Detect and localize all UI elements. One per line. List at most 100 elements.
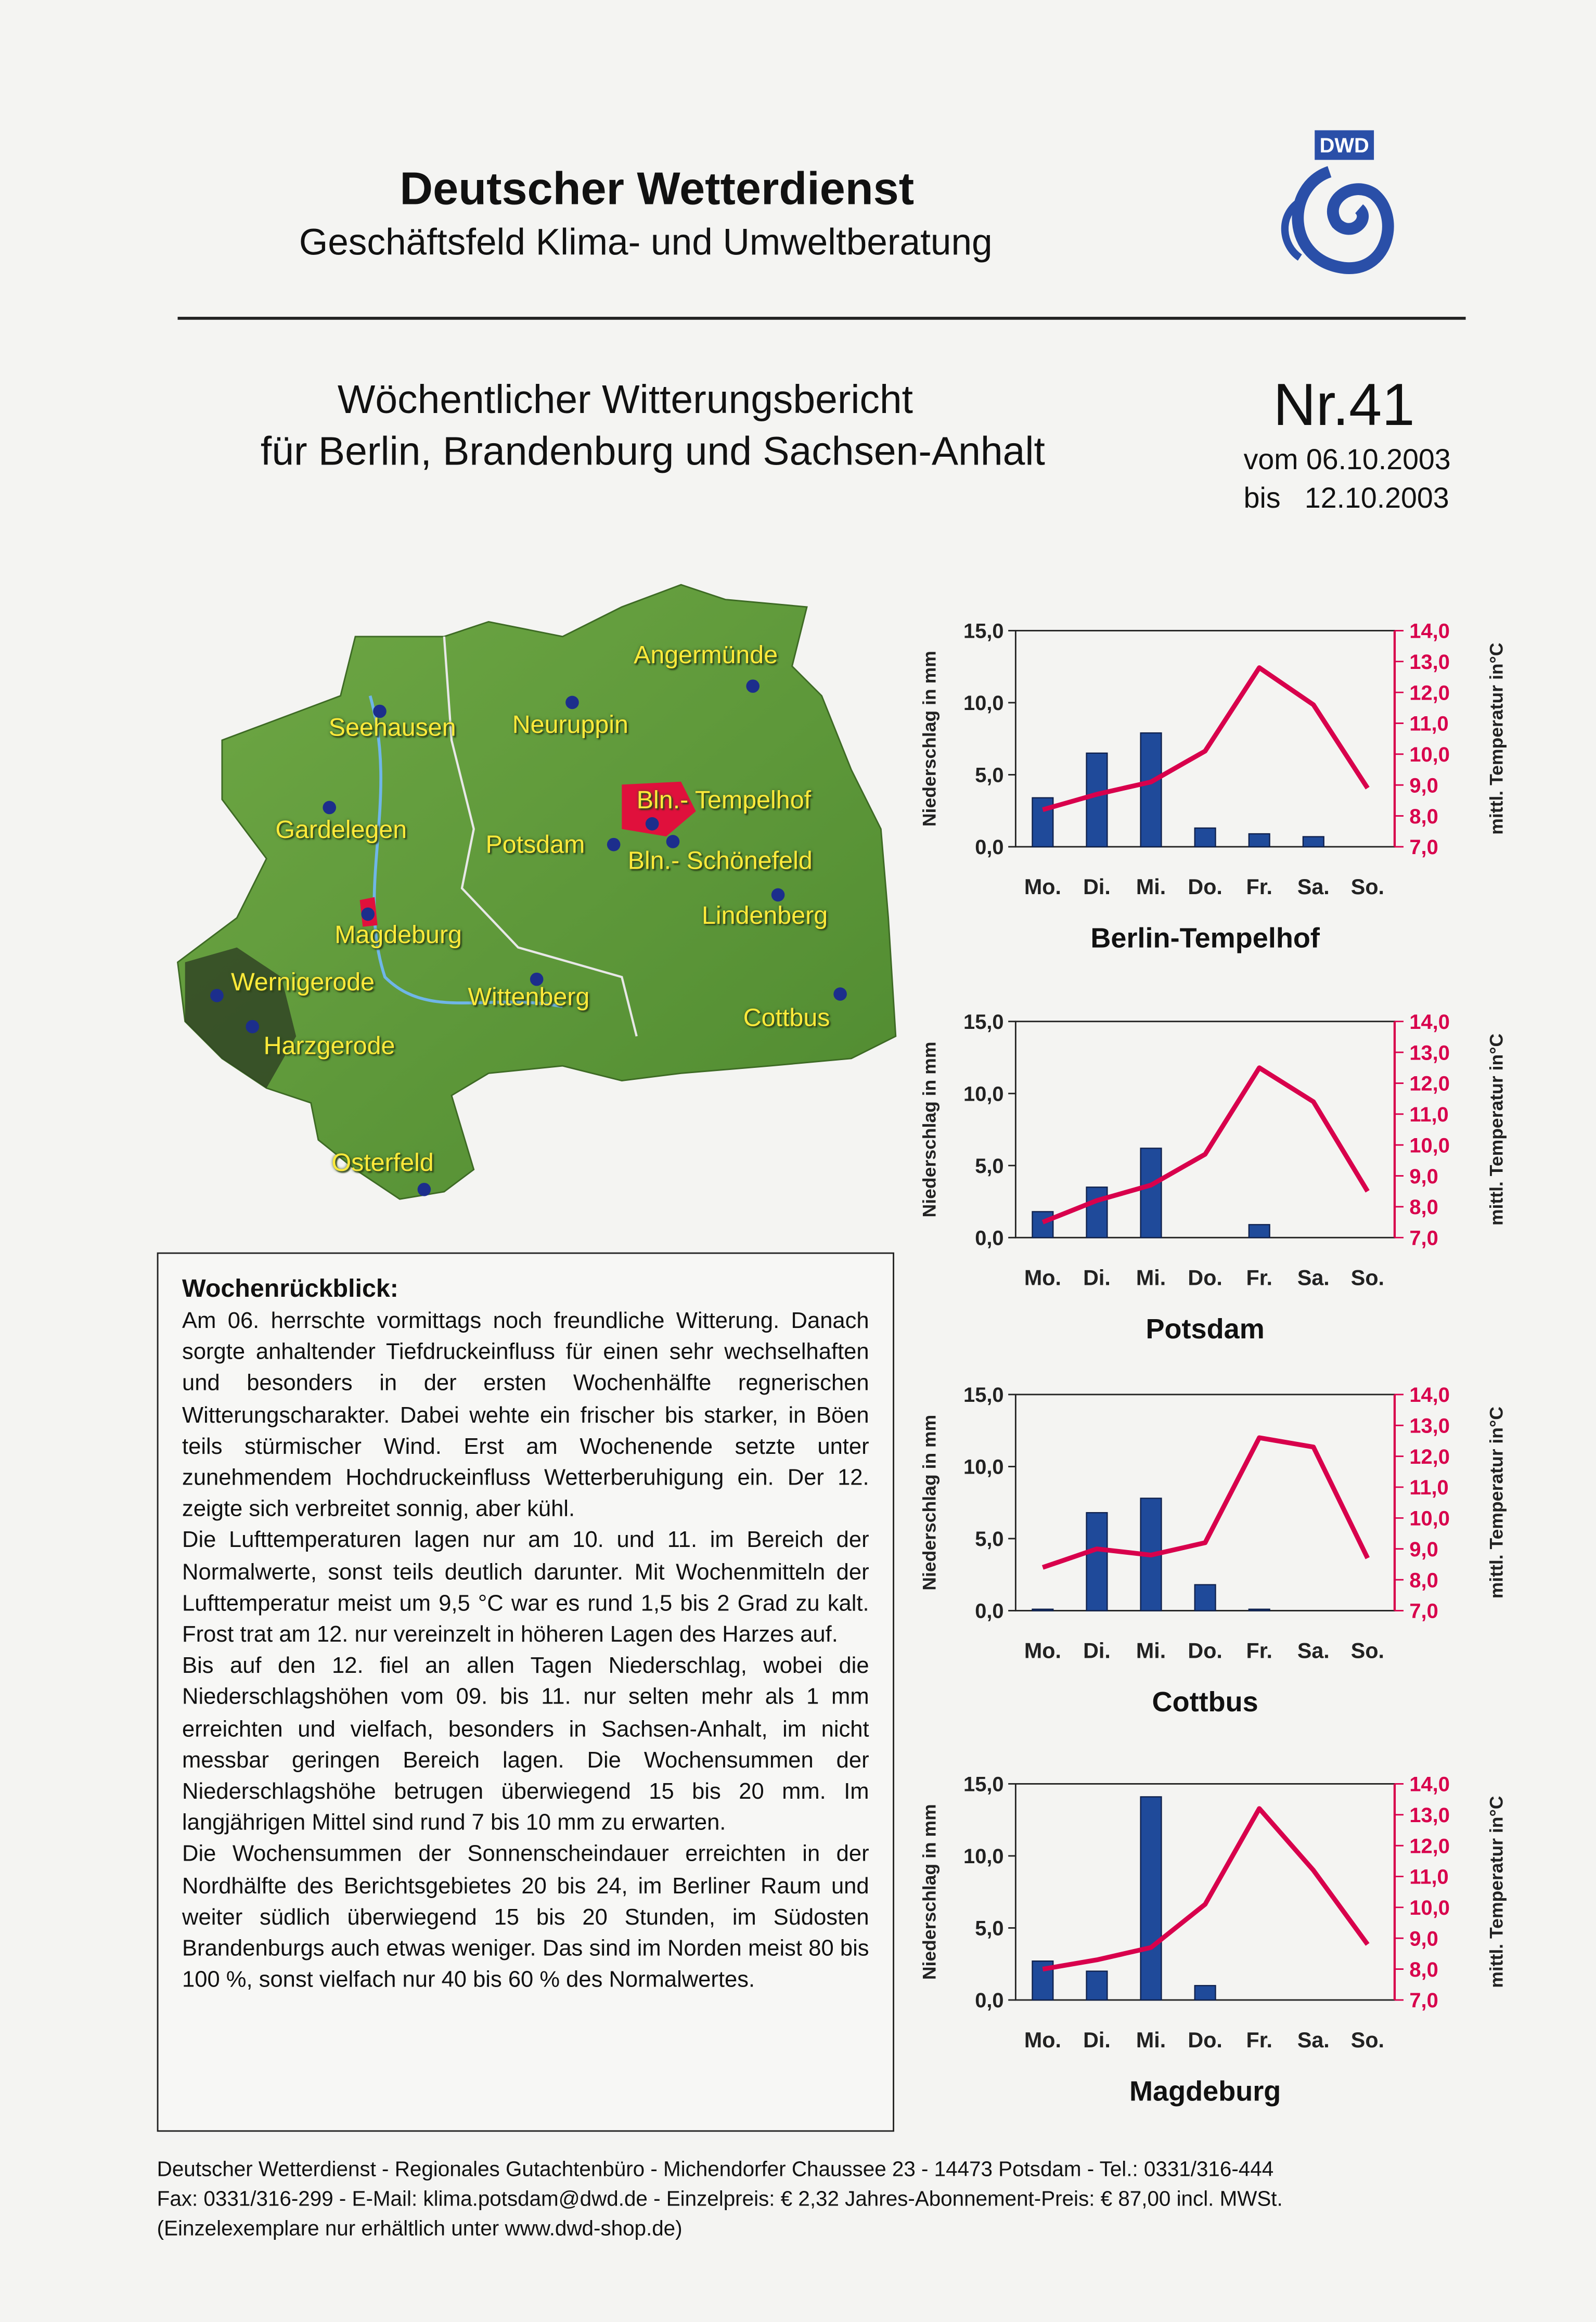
y2-tick-label: 13,0 [1409,1041,1450,1064]
header-subtitle: Geschäftsfeld Klima- und Umweltberatung [299,222,993,264]
y2-tick-label: 9,0 [1409,774,1438,797]
place-label: Wittenberg [468,983,590,1011]
chart-title: Cottbus [1152,1686,1258,1718]
y-tick-label: 0,0 [975,1989,1003,2012]
y2-tick-label: 10,0 [1409,1134,1450,1157]
chart-title: Potsdam [1145,1313,1264,1345]
place-label: Wernigerode [230,968,375,997]
y-axis-label: Niederschlag in mm [919,1415,940,1591]
temperature-line [1041,1435,1370,1570]
y2-tick-label: 7,0 [1409,1989,1438,2012]
plot-area [1014,1394,1396,1611]
map-area [177,584,897,1200]
review-paragraph: Am 06. herrschte vormittags noch freundl… [182,1308,869,1523]
x-tick-label: Di. [1083,1639,1111,1663]
y-tick-label: 5,0 [975,1917,1003,1940]
y2-tick-label: 12,0 [1409,681,1450,704]
precipitation-bar [1140,1147,1162,1239]
review-paragraph: Bis auf den 12. fiel an allen Tagen Nied… [182,1654,869,1836]
logo-swirl [1292,166,1394,274]
place-label: Gardelegen [275,816,407,844]
review-title: Wochenrückblick: [182,1274,398,1303]
x-tick-label: Sa. [1297,1639,1330,1663]
x-tick-label: Di. [1083,2028,1111,2052]
x-tick-label: Fr. [1246,875,1272,899]
state-border [443,636,638,1037]
report-to: bis 12.10.2003 [1243,482,1449,515]
place-label: Bln.- Schönefeld [627,846,813,875]
footer-line: Deutscher Wetterdienst - Regionales Guta… [157,2158,1274,2183]
y2-tick-label: 13,0 [1409,651,1450,674]
place-dot [832,986,846,1000]
y2-tick-label: 12,0 [1409,1446,1450,1468]
place-dot [645,816,659,830]
y-axis-label: Niederschlag in mm [919,651,940,827]
review-box: Wochenrückblick: Am 06. herrschte vormit… [157,1252,894,2132]
y-tick-label: 10,0 [963,1456,1004,1479]
y2-axis-label: mittl. Temperatur in°C [1486,1796,1507,1988]
temperature-line [1041,1065,1370,1224]
place-label: Potsdam [485,830,585,859]
y2-tick-label: 8,0 [1409,1569,1438,1592]
place-dot [209,988,223,1002]
chart-title: Magdeburg [1129,2075,1281,2107]
precipitation-bar [1086,752,1108,848]
y2-tick-label: 14,0 [1409,1011,1450,1034]
x-tick-label: Mo. [1024,875,1061,899]
y-tick-label: 15,0 [963,620,1004,643]
precipitation-bar [1032,1211,1054,1239]
place-label: Lindenberg [702,901,828,930]
x-tick-label: Sa. [1297,1266,1330,1289]
place-dot [665,834,679,848]
y-tick-label: 5,0 [975,1155,1003,1178]
y2-tick-label: 12,0 [1409,1073,1450,1095]
y2-tick-label: 10,0 [1409,1897,1450,1919]
x-tick-label: Fr. [1246,1266,1272,1289]
plot-area [1014,1021,1396,1239]
y-tick-label: 15,0 [963,1773,1004,1796]
header-title: Deutscher Wetterdienst [400,163,915,215]
x-tick-label: Do. [1188,2028,1222,2052]
place-label: Neuruppin [512,711,628,739]
place-label: Harzgerode [263,1031,395,1060]
footer-line: Fax: 0331/316-299 - E-Mail: klima.potsda… [157,2188,1283,2212]
x-tick-label: Fr. [1246,2028,1272,2052]
place-dot [322,800,336,814]
map-shape [177,584,897,1200]
precipitation-bar [1086,1970,1108,2001]
y2-tick-label: 7,0 [1409,1600,1438,1623]
place-dot [245,1019,259,1033]
y-tick-label: 0,0 [975,1600,1003,1623]
place-dot [745,678,759,692]
x-tick-label: Fr. [1246,1639,1272,1663]
x-tick-label: Mi. [1136,1639,1166,1663]
x-tick-label: Mo. [1024,1266,1061,1289]
x-tick-label: So. [1351,1639,1384,1663]
chart: 0,0 5,0 10,0 15,0 7,0 8,0 9,0 10,0 11,0 12,0 13,0 1… [919,1384,1507,1718]
place-dot [564,695,578,708]
y-tick-label: 0,0 [975,1227,1003,1249]
river [368,695,563,1009]
x-tick-label: Do. [1188,1639,1222,1663]
y2-tick-label: 14,0 [1409,620,1450,643]
x-tick-label: Mo. [1024,2028,1061,2052]
place-dot [606,837,620,851]
x-tick-label: Do. [1188,1266,1222,1289]
place-label: Angermünde [634,641,778,669]
y2-tick-label: 10,0 [1409,1507,1450,1530]
y2-tick-label: 11,0 [1409,1103,1448,1126]
chart-title: Berlin-Tempelhof [1090,922,1320,953]
y2-tick-label: 8,0 [1409,805,1438,828]
y2-tick-label: 14,0 [1409,1384,1450,1407]
precipitation-bar [1086,1512,1108,1611]
y2-tick-label: 9,0 [1409,1538,1438,1561]
place-label: Osterfeld [331,1149,434,1177]
precipitation-bar [1194,827,1216,848]
x-tick-label: Sa. [1297,875,1330,899]
y-tick-label: 15,0 [963,1384,1004,1407]
precipitation-bar [1032,1608,1054,1611]
logo: DWD [1281,130,1394,274]
y2-axis-label: mittl. Temperatur in°C [1486,1034,1507,1226]
y2-axis-label: mittl. Temperatur in°C [1486,643,1507,835]
